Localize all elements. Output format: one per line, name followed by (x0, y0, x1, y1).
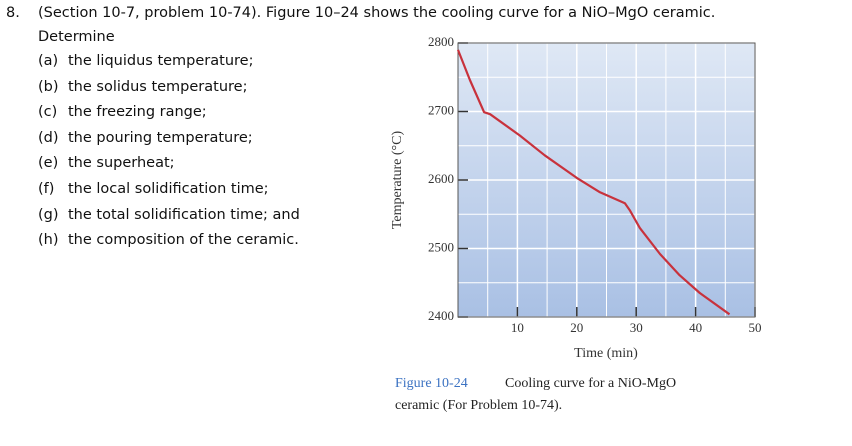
question-lead: Determine (38, 29, 115, 45)
item-label: (d) (38, 129, 59, 146)
item-label: (b) (38, 78, 59, 95)
item-label: (c) (38, 104, 58, 121)
question-number: 8. (6, 5, 20, 21)
item-text: the freezing range; (68, 104, 207, 121)
y-tick-label: 2400 (428, 308, 454, 323)
y-tick-label: 2600 (428, 171, 454, 186)
x-tick-label: 40 (689, 320, 702, 335)
y-tick-label: 2800 (428, 34, 454, 49)
item-text: the liquidus temperature; (68, 53, 254, 69)
plot-border (457, 42, 756, 318)
x-tick-label: 30 (630, 320, 643, 335)
caption-label: Figure 10-24 (395, 376, 468, 391)
cooling-curve (456, 49, 731, 316)
item-label: (f) (38, 181, 55, 197)
question-intro: (Section 10-7, problem 10-74). Figure 10… (38, 5, 716, 21)
y-axis-label: Temperature (°C) (390, 131, 405, 230)
y-tick-label: 2700 (428, 102, 454, 117)
item-text: the total solidification time; and (68, 206, 300, 223)
item-text: the superheat; (68, 155, 175, 172)
x-tick-label: 20 (570, 320, 583, 335)
caption-text: ceramic (For Problem 10-74). (395, 398, 562, 413)
item-text: the solidus temperature; (68, 78, 248, 95)
item-label: (g) (38, 206, 59, 223)
x-tick-label: 50 (749, 320, 762, 335)
item-text: the local solidification time; (68, 181, 269, 197)
y-tick-label: 2500 (428, 239, 454, 254)
x-axis-label: Time (min) (574, 346, 638, 361)
item-label: (e) (38, 155, 59, 172)
caption-text: Cooling curve for a NiO-MgO (505, 376, 676, 391)
item-text: the pouring temperature; (68, 129, 253, 146)
item-label: (h) (38, 232, 59, 249)
item-text: the composition of the ceramic. (68, 232, 299, 249)
item-label: (a) (38, 53, 59, 69)
x-tick-label: 10 (511, 320, 524, 335)
